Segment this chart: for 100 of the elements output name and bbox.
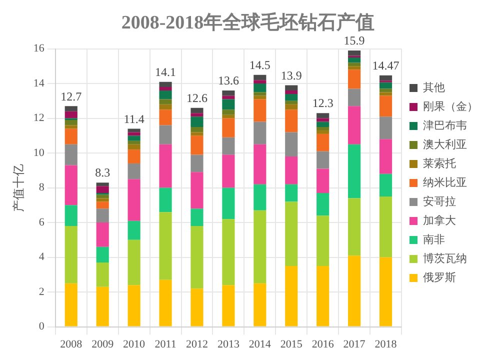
bar [348, 88, 361, 106]
x-tick-label: 2017 [343, 338, 366, 350]
bar [190, 116, 204, 127]
bar [254, 96, 266, 100]
bar [64, 165, 78, 206]
bar [348, 106, 361, 144]
bar [254, 122, 266, 144]
x-tick-label: 2013 [217, 338, 240, 350]
legend-label: 加拿大 [423, 214, 456, 228]
y-tick-label: 8 [38, 182, 45, 194]
bar [159, 144, 172, 188]
total-label: 14.1 [155, 64, 176, 79]
total-label: 11.4 [124, 112, 144, 126]
y-tick-label: 0 [38, 320, 45, 333]
bar [96, 246, 109, 263]
bar [222, 114, 235, 118]
bar [128, 163, 140, 180]
y-tick-label: 10 [33, 146, 45, 159]
x-tick-label: 2015 [280, 338, 303, 350]
bar [64, 106, 78, 112]
total-label: 12.7 [60, 89, 82, 104]
total-label: 12.3 [312, 96, 334, 110]
bar [316, 193, 330, 216]
legend-label: 南非 [423, 233, 445, 246]
bar [285, 184, 298, 202]
legend-label: 安哥拉 [423, 195, 456, 208]
bar [379, 139, 392, 174]
total-label: 13.6 [218, 74, 239, 88]
y-tick-label: 14 [33, 77, 45, 90]
chart-title: 2008-2018年全球毛坯钻石产值 [121, 11, 375, 34]
bar [316, 113, 330, 118]
bar [254, 283, 266, 326]
bar [222, 118, 235, 138]
bar [96, 208, 109, 223]
bar [254, 74, 266, 80]
x-tick-label: 2016 [312, 338, 334, 350]
bar [348, 144, 361, 198]
bar [254, 92, 266, 96]
bar [222, 96, 235, 100]
legend-label: 莱索托 [423, 157, 456, 170]
bar [159, 188, 172, 212]
bar [348, 256, 361, 326]
bar [159, 110, 172, 126]
bar [190, 126, 204, 132]
bar [128, 150, 140, 164]
bar [190, 113, 204, 117]
bar [285, 104, 298, 110]
bar [96, 262, 109, 287]
bar [128, 144, 140, 150]
bar [96, 222, 109, 247]
legend-label: 刚果（金） [423, 101, 478, 114]
bar [96, 202, 109, 209]
bar [348, 66, 361, 70]
bar [379, 96, 392, 117]
bar [159, 212, 172, 280]
bar [190, 208, 204, 226]
bar [379, 116, 392, 140]
bar [222, 110, 235, 115]
bar [190, 172, 204, 209]
bar [316, 126, 330, 130]
bar [190, 108, 204, 114]
y-tick-label: 2 [38, 286, 44, 298]
x-tick-label: 2011 [154, 338, 176, 350]
bar [285, 90, 298, 94]
bar [222, 154, 235, 188]
x-tick-label: 2018 [374, 338, 398, 350]
bar [64, 120, 78, 126]
bar [222, 99, 235, 110]
bar [316, 168, 330, 194]
bar [254, 84, 266, 92]
bar [285, 110, 298, 132]
bar [64, 111, 78, 118]
x-tick-label: 2014 [248, 338, 272, 350]
bar [64, 128, 78, 144]
bar [96, 198, 109, 202]
bar [128, 132, 140, 136]
x-tick-label: 2012 [186, 338, 208, 350]
bar [128, 128, 140, 132]
bar [159, 104, 172, 110]
bar [64, 283, 78, 326]
bar [316, 216, 330, 266]
bar [159, 125, 172, 144]
bar [159, 82, 172, 88]
legend-label: 俄罗斯 [423, 271, 456, 284]
total-label: 13.9 [280, 68, 302, 82]
bar [190, 226, 204, 289]
bar [128, 136, 140, 141]
bar [159, 90, 172, 100]
bar [316, 130, 330, 134]
bar [96, 182, 109, 186]
bar [285, 202, 298, 266]
bar [285, 132, 298, 157]
bar [285, 100, 298, 104]
y-tick-label: 12 [33, 112, 44, 124]
bar [348, 70, 361, 89]
bar [379, 82, 392, 89]
total-label: 12.6 [186, 91, 208, 106]
legend-label: 纳米比亚 [423, 176, 467, 190]
y-tick-label: 4 [38, 251, 45, 264]
legend-label: 津巴布韦 [423, 119, 467, 132]
